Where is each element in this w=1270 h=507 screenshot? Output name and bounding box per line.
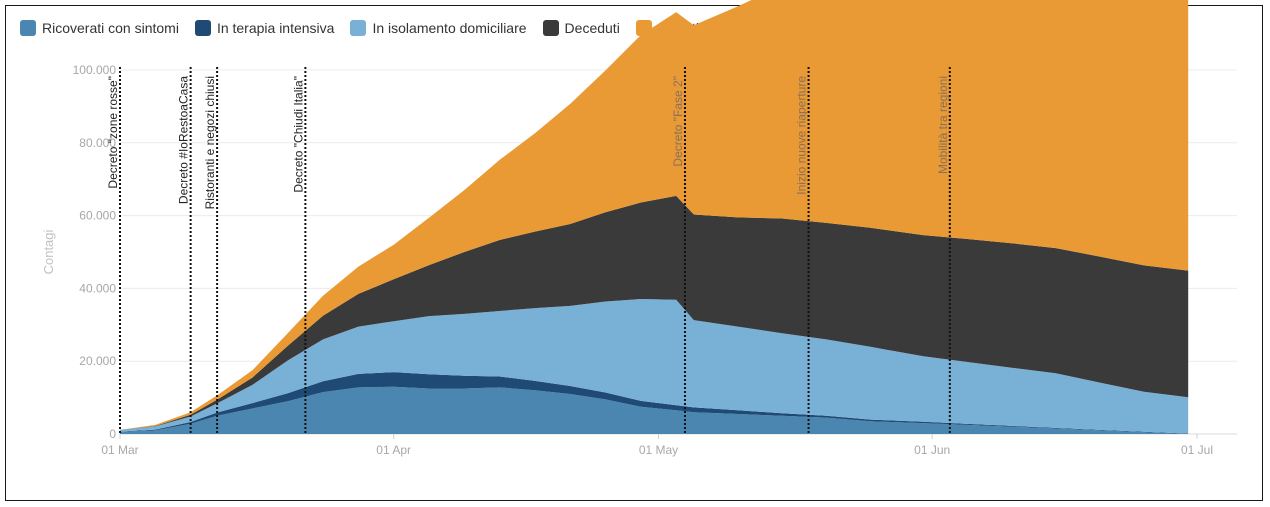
legend-item[interactable]: Ricoverati con sintomi xyxy=(20,20,179,36)
event-label: Decreto #IoRestoaCasa xyxy=(177,76,191,204)
event-label: Ristoranti e negozi chiusi xyxy=(203,76,217,209)
area-in-isolamento-domiciliare xyxy=(120,299,1189,434)
legend-item[interactable]: In terapia intensiva xyxy=(194,20,335,36)
legend-label: In isolamento domiciliare xyxy=(372,20,527,36)
legend-label: Deceduti xyxy=(564,20,620,36)
x-tick-label: 01 Jul xyxy=(1181,443,1213,457)
area-in-terapia-intensiva xyxy=(120,372,1189,434)
y-tick-label: 40.000 xyxy=(79,281,116,295)
area-ricoverati-con-sintomi xyxy=(120,386,1189,434)
event-label: Decreto "Fase 2" xyxy=(671,76,685,167)
x-tick-label: 01 Mar xyxy=(101,443,138,457)
legend-item[interactable]: In isolamento domiciliare xyxy=(350,20,527,36)
legend-swatch xyxy=(20,20,36,36)
legend-swatch xyxy=(194,20,211,36)
legend-label: Ricoverati con sintomi xyxy=(42,20,179,36)
chart-legend: Ricoverati con sintomi In terapia intensi… xyxy=(20,20,699,36)
legend-item[interactable]: Deceduti xyxy=(542,20,620,36)
x-tick-label: 01 Jun xyxy=(914,443,950,457)
area-deceduti xyxy=(120,195,1189,430)
y-tick-label: 100.000 xyxy=(73,63,117,77)
area-guariti xyxy=(120,0,1189,430)
y-tick-label: 60.000 xyxy=(79,209,116,223)
event-label: Decreto "zone rosse" xyxy=(106,76,120,189)
x-tick-label: 01 Apr xyxy=(376,443,411,457)
y-tick-label: 80.000 xyxy=(79,136,116,150)
event-label: Mobilità tra regioni xyxy=(936,76,950,174)
event-label: Decreto "Chiudi Italia" xyxy=(291,76,305,193)
y-axis-title: Contagi xyxy=(41,229,56,274)
legend-swatch xyxy=(350,20,367,36)
x-tick-label: 01 May xyxy=(639,443,678,457)
legend-swatch xyxy=(542,20,559,36)
y-tick-label: 20.000 xyxy=(79,354,116,368)
legend-label: In terapia intensiva xyxy=(216,20,335,36)
y-tick-label: 0 xyxy=(109,427,116,441)
event-label: Inizio nuove riaperture xyxy=(795,76,809,195)
